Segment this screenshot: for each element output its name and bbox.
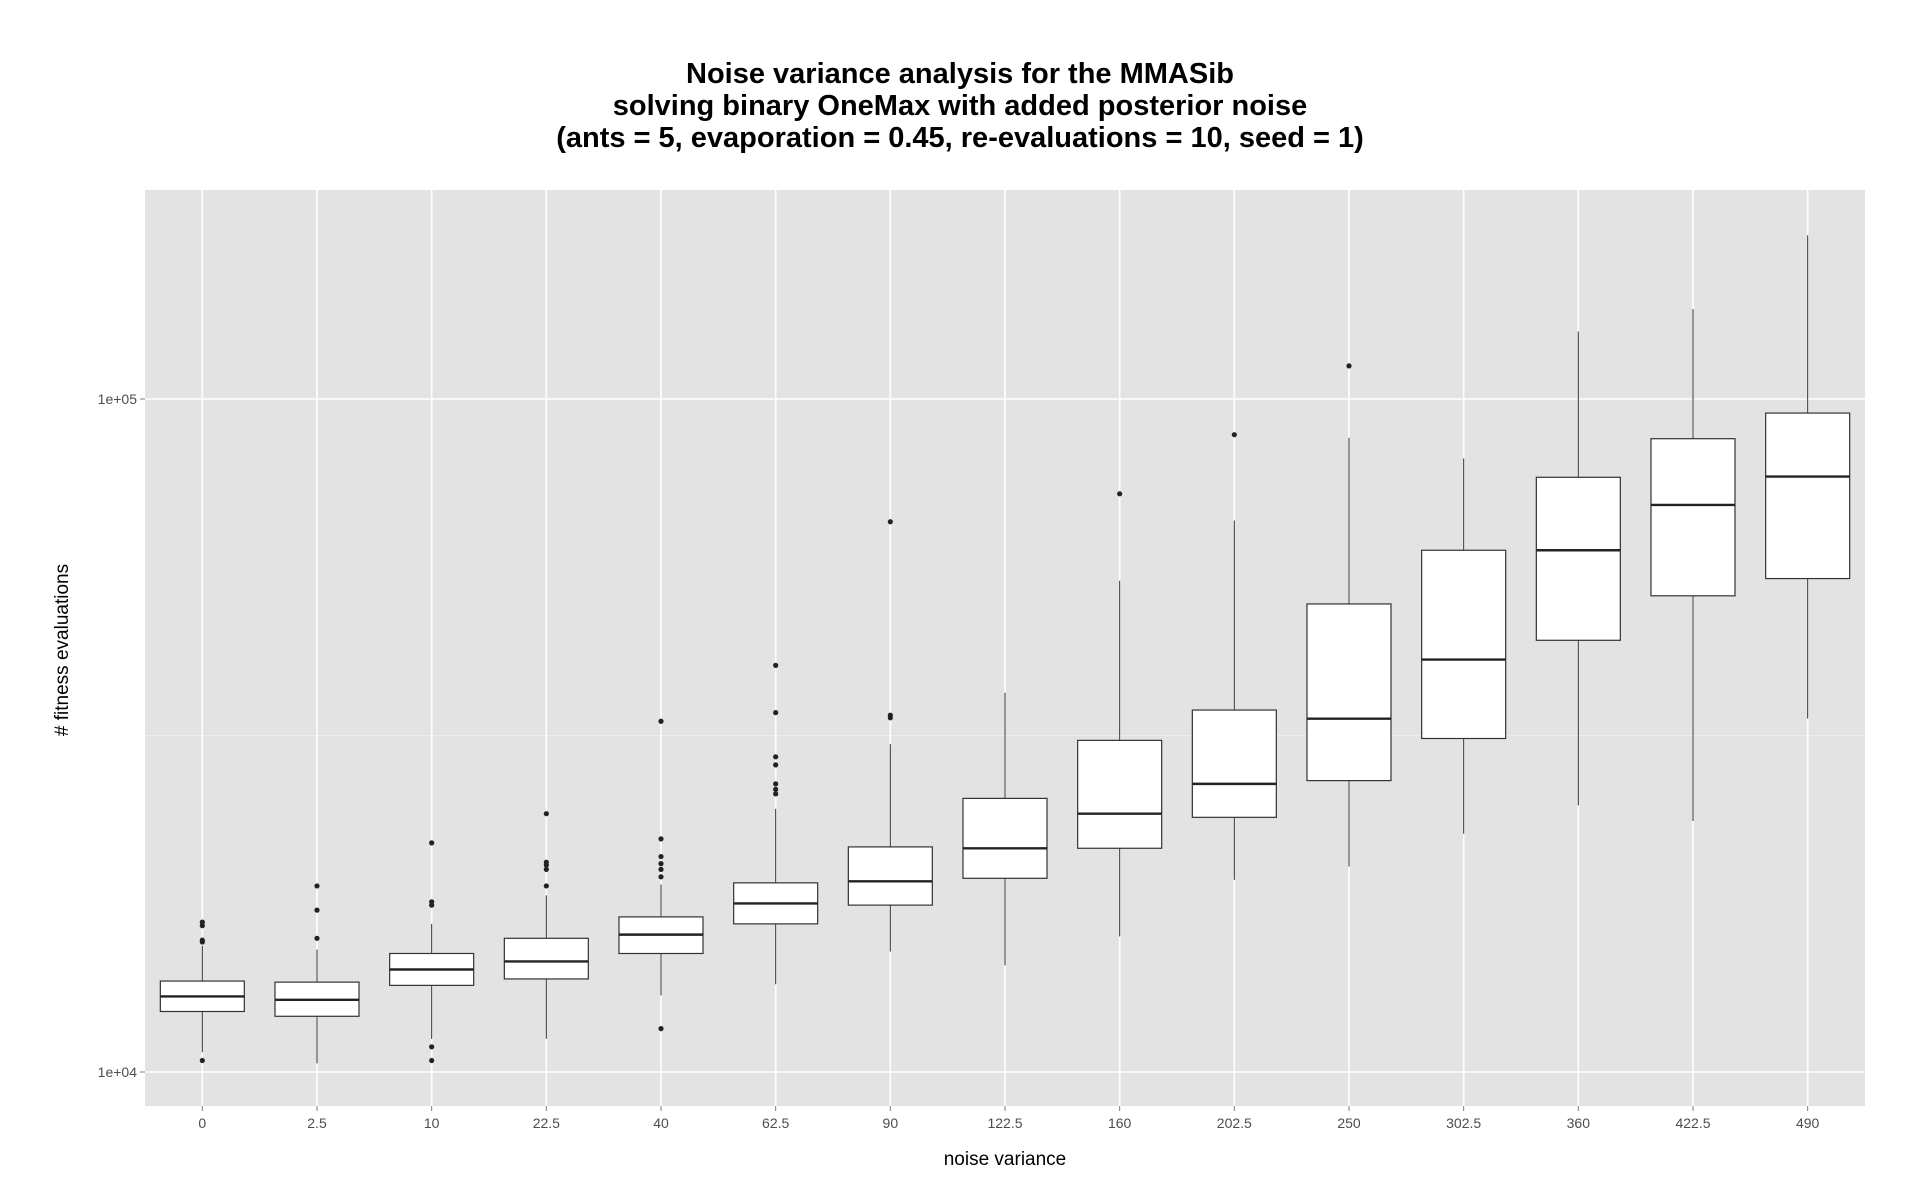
outlier-point	[314, 935, 320, 941]
x-tick-label: 360	[1567, 1115, 1591, 1131]
box-iqr	[847, 846, 933, 906]
y-tick-label: 1e+05	[98, 391, 138, 407]
outlier-point	[773, 781, 779, 787]
x-axis-ticks: 0 2.5 10 22.5 40 62.5 90 122.5 160 202.5 250 302.5 3…	[198, 1106, 1820, 1131]
box-iqr	[1077, 739, 1163, 849]
outlier-point	[658, 1026, 664, 1032]
outlier-point	[773, 710, 779, 716]
outlier-point	[543, 859, 549, 865]
x-axis-title: noise variance	[944, 1149, 1067, 1170]
outlier-point	[1346, 363, 1352, 369]
box-22-5	[503, 811, 589, 1039]
outlier-point	[429, 1044, 435, 1050]
outlier-point	[543, 811, 549, 817]
x-tick-label: 490	[1796, 1115, 1820, 1131]
box-iqr	[1765, 412, 1851, 580]
outlier-point	[887, 519, 893, 525]
chart-title-line-1: Noise variance analysis for the MMASib	[686, 58, 1234, 90]
x-tick-label: 2.5	[307, 1115, 327, 1131]
outlier-point	[658, 861, 664, 867]
outlier-point	[199, 937, 205, 943]
box-122-5	[962, 692, 1048, 966]
chart-title-line-3: (ants = 5, evaporation = 0.45, re-evalua…	[556, 122, 1364, 154]
box-250	[1306, 363, 1392, 867]
box-0	[159, 919, 245, 1064]
y-tick-label: 1e+04	[98, 1064, 138, 1080]
outlier-point	[199, 1057, 205, 1064]
outlier-point	[429, 899, 435, 905]
outlier-point	[199, 919, 205, 925]
outlier-point	[773, 786, 779, 792]
outlier-point	[1231, 432, 1237, 438]
x-tick-label: 160	[1108, 1115, 1132, 1131]
outlier-point	[543, 866, 549, 873]
x-tick-label: 10	[424, 1115, 440, 1131]
outlier-point	[658, 853, 664, 860]
box-iqr	[1421, 549, 1507, 740]
outlier-point	[314, 883, 320, 889]
outlier-point	[429, 840, 435, 846]
box-90	[847, 519, 933, 952]
outlier-point	[543, 883, 549, 889]
chart-title-line-2: solving binary OneMax with added posteri…	[612, 90, 1308, 122]
x-tick-label: 422.5	[1675, 1115, 1710, 1131]
box-360	[1535, 331, 1621, 806]
outlier-point	[429, 1057, 435, 1064]
box-2-5	[274, 883, 360, 1064]
box-490	[1765, 235, 1851, 719]
box-302-5	[1421, 458, 1507, 834]
box-62-5	[733, 662, 819, 985]
box-iqr	[1191, 709, 1277, 818]
outlier-point	[658, 836, 664, 842]
outlier-point	[887, 712, 893, 718]
outlier-point	[773, 762, 779, 768]
outlier-point	[773, 662, 779, 668]
outlier-point	[773, 791, 779, 797]
x-tick-label: 22.5	[533, 1115, 560, 1131]
x-tick-label: 90	[883, 1115, 899, 1131]
outlier-point	[773, 754, 779, 760]
box-iqr	[503, 937, 589, 980]
x-tick-label: 62.5	[762, 1115, 789, 1131]
chart-title: Noise variance analysis for the MMASib s…	[0, 58, 1920, 154]
outlier-point	[1117, 491, 1123, 497]
x-tick-label: 122.5	[987, 1115, 1022, 1131]
x-tick-label: 250	[1337, 1115, 1361, 1131]
box-10	[389, 840, 475, 1064]
box-202-5	[1191, 432, 1277, 880]
x-tick-label: 302.5	[1446, 1115, 1481, 1131]
box-iqr	[1535, 476, 1621, 641]
y-axis-title: # fitness evaluations	[52, 564, 73, 736]
outlier-point	[658, 866, 664, 873]
box-iqr	[1306, 603, 1392, 782]
box-40	[618, 718, 704, 1032]
box-422-5	[1650, 309, 1736, 822]
boxes	[159, 235, 1851, 1064]
outlier-point	[658, 874, 664, 880]
box-iqr	[962, 797, 1048, 879]
box-iqr	[1650, 438, 1736, 597]
outlier-point	[658, 718, 664, 724]
x-tick-label: 40	[653, 1115, 669, 1131]
x-tick-label: 0	[198, 1115, 206, 1131]
box-160	[1077, 491, 1163, 937]
outlier-point	[314, 907, 320, 913]
x-tick-label: 202.5	[1217, 1115, 1252, 1131]
y-axis-ticks: 1e+04 1e+05	[98, 391, 145, 1080]
